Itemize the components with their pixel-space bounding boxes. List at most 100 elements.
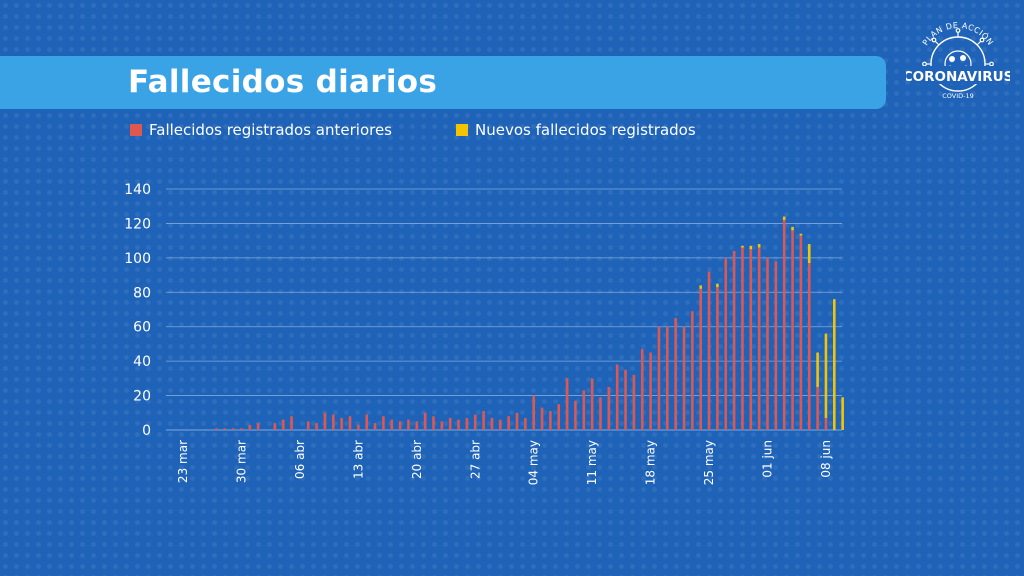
bar-new — [816, 352, 819, 387]
legend-label-new: Nuevos fallecidos registrados — [475, 121, 696, 139]
bar-previous — [490, 417, 494, 430]
bar-previous — [582, 390, 586, 430]
bar-new — [824, 333, 828, 418]
bar-previous — [373, 423, 377, 430]
legend-swatch-new — [456, 124, 468, 136]
bar-previous — [323, 412, 327, 430]
bar-previous — [240, 428, 243, 430]
logo-band — [912, 66, 1004, 84]
bar-previous — [440, 421, 444, 430]
bar-new — [741, 245, 744, 248]
x-tick-label: 01 jun — [761, 440, 775, 478]
bar-previous — [473, 414, 477, 430]
bar-previous — [682, 326, 686, 430]
bar-new — [716, 283, 719, 288]
bar-previous — [766, 257, 769, 430]
bar-previous — [215, 428, 218, 430]
bar-previous — [273, 423, 277, 430]
bar-previous — [348, 416, 352, 430]
bar-previous — [398, 421, 402, 430]
x-tick-label: 18 may — [644, 440, 658, 485]
y-tick-label: 20 — [133, 389, 151, 405]
bar-previous — [357, 424, 360, 430]
bar-new — [791, 226, 794, 231]
bar-previous — [423, 412, 427, 430]
bar-previous — [457, 419, 460, 430]
bar-previous — [524, 417, 527, 430]
bar-new — [757, 244, 761, 248]
bar-previous — [799, 235, 803, 430]
bar-new — [799, 233, 803, 236]
bar-previous — [657, 326, 661, 430]
x-tick-label: 20 abr — [410, 440, 424, 479]
bar-previous — [791, 230, 794, 430]
title-bar: Fallecidos diarios — [0, 56, 886, 109]
bar-previous — [607, 386, 611, 430]
bar-previous — [599, 397, 602, 430]
bar-new — [699, 285, 702, 289]
bar-previous — [390, 419, 394, 430]
bar-previous — [365, 414, 368, 430]
bar-previous — [632, 374, 636, 430]
bar-previous — [407, 419, 410, 430]
bar-previous — [223, 428, 227, 430]
legend-label-previous: Fallecidos registrados anteriores — [149, 121, 392, 139]
bar-previous — [482, 411, 485, 430]
bar-previous — [532, 395, 535, 430]
x-tick-label: 06 abr — [293, 440, 307, 479]
bar-previous — [332, 414, 335, 430]
bar-previous — [290, 416, 293, 430]
bar-previous — [691, 311, 694, 430]
bar-previous — [816, 386, 819, 430]
y-tick-label: 0 — [142, 423, 151, 439]
y-tick-label: 60 — [133, 320, 151, 336]
bar-previous — [315, 423, 318, 430]
y-tick-label: 140 — [124, 182, 151, 198]
logo-text-covid: COVID-19 — [942, 92, 974, 100]
bar-previous — [649, 352, 652, 430]
bar-previous — [540, 407, 544, 430]
bar-previous — [557, 404, 561, 430]
legend-item-previous: Fallecidos registrados anteriores — [130, 121, 392, 139]
bar-previous — [757, 247, 761, 430]
logo-text-coronavirus: CORONAVIRUS — [906, 69, 1010, 85]
bar-previous — [549, 411, 552, 430]
bar-previous — [640, 349, 644, 430]
bar-previous — [574, 400, 577, 430]
bar-previous — [674, 318, 677, 430]
bar-previous — [590, 378, 594, 430]
x-tick-label: 27 abr — [468, 440, 482, 479]
bar-previous — [782, 219, 786, 430]
bar-new — [782, 216, 786, 220]
page-title: Fallecidos diarios — [128, 64, 438, 100]
y-tick-label: 120 — [124, 216, 151, 232]
bar-new — [749, 245, 753, 250]
legend-swatch-previous — [130, 124, 142, 136]
x-tick-label: 04 may — [527, 440, 541, 485]
legend-item-new: Nuevos fallecidos registrados — [456, 121, 696, 139]
bar-previous — [741, 247, 744, 430]
bar-previous — [615, 364, 619, 430]
bar-previous — [732, 250, 736, 430]
bar-previous — [415, 421, 419, 430]
bar-previous — [707, 271, 711, 430]
bar-previous — [749, 249, 753, 430]
x-tick-label: 25 may — [702, 440, 716, 485]
bar-new — [807, 244, 811, 264]
x-tick-label: 30 mar — [234, 440, 248, 483]
x-tick-label: 08 jun — [819, 440, 833, 478]
bar-previous — [774, 261, 778, 430]
bar-previous — [699, 288, 702, 430]
x-tick-label: 23 mar — [176, 440, 190, 483]
y-tick-label: 100 — [124, 251, 151, 267]
coronavirus-logo: PLAN DE ACCIÓN CORONAVIRUS COVID-19 — [906, 21, 1010, 100]
bar-previous — [565, 378, 569, 430]
bar-previous — [448, 417, 452, 430]
chart-legend: Fallecidos registrados anteriores Nuevos… — [0, 121, 1024, 143]
bar-previous — [465, 417, 469, 430]
bar-previous — [256, 423, 260, 430]
bar-previous — [382, 416, 385, 430]
bar-previous — [624, 369, 627, 430]
bar-new — [833, 299, 836, 430]
